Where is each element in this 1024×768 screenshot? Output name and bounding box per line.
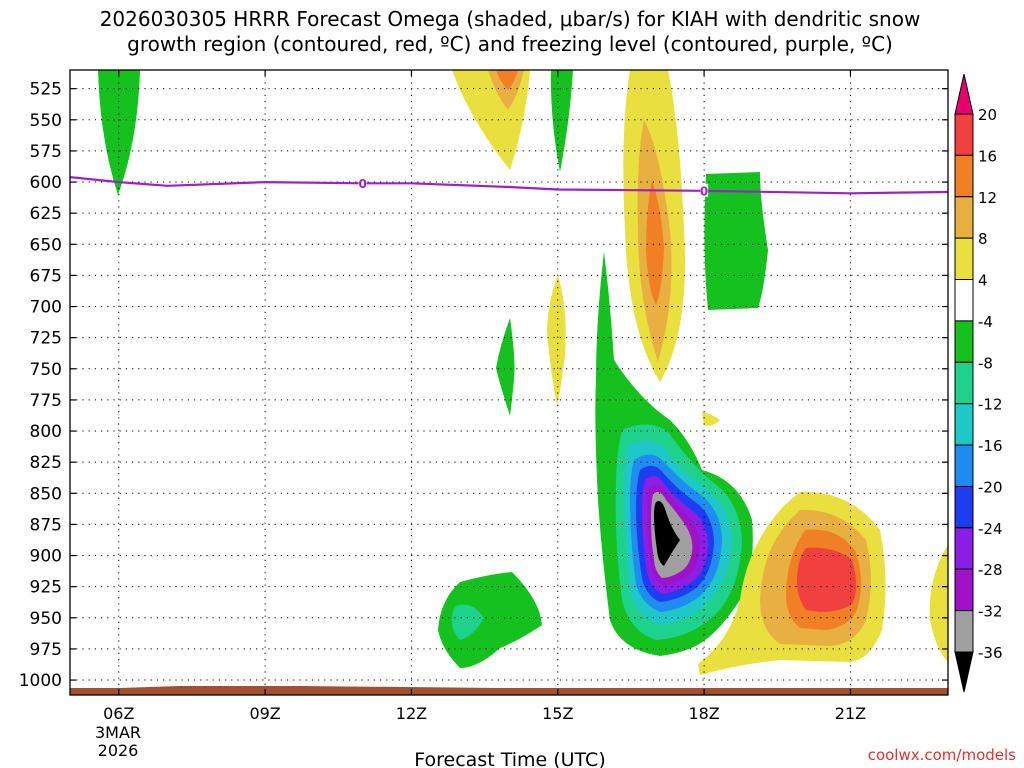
x-tick-label: 09Z (249, 704, 280, 723)
x-tick-label: 06Z (103, 704, 134, 723)
colorbar-label: 4 (978, 272, 988, 290)
credit-link[interactable]: coolwx.com/models (868, 746, 1016, 764)
colorbar-swatch (954, 361, 974, 405)
colorbar-swatch (954, 485, 974, 529)
colorbar: 20 16 12 8 4 -4 -8 -12 -16 -20 -24 -28 -32 -36 (954, 73, 1003, 693)
colorbar-label: 20 (978, 106, 997, 124)
y-tick-label: 800 (30, 422, 62, 442)
x-axis: 06Z 09Z 12Z 15Z 18Z 21Z (103, 70, 866, 723)
omega-region-yellow-right-edge (929, 545, 948, 662)
omega-region-orange-plume-17z (646, 180, 664, 305)
colorbar-label: -12 (978, 396, 1003, 414)
omega-region-core-max-ascent-17z (654, 501, 680, 566)
y-tick-label: 625 (30, 204, 62, 224)
colorbar-label: 16 (978, 147, 997, 165)
colorbar-swatch (954, 527, 974, 570)
y-axis: 525 550 575 600 625 650 675 700 725 750 775 800 825 8… (19, 80, 948, 691)
y-tick-label: 550 (30, 111, 62, 131)
colorbar-label: -32 (978, 603, 1003, 621)
y-tick-label: 1000 (19, 671, 62, 691)
colorbar-cap-top (954, 73, 974, 115)
freezing-level-label: 0 (700, 184, 708, 198)
freezing-level-line (70, 176, 948, 195)
omega-region-green-top-15z (550, 70, 573, 172)
freezing-level-label: 0 (358, 177, 366, 191)
y-tick-label: 600 (30, 173, 62, 193)
colorbar-label: -24 (978, 520, 1003, 538)
y-tick-label: 975 (30, 640, 62, 660)
surface-terrain-band (70, 686, 948, 695)
chart-title-line2: growth region (contoured, red, ºC) and f… (127, 32, 893, 56)
freezing-label-bg (358, 176, 367, 190)
x-tick-label: 12Z (396, 704, 427, 723)
colorbar-label: -28 (978, 561, 1003, 579)
colorbar-swatch (954, 196, 974, 239)
date-label-line2: 2026 (98, 741, 139, 760)
y-tick-label: 950 (30, 609, 62, 629)
colorbar-swatch (954, 568, 974, 612)
y-tick-label: 850 (30, 484, 62, 504)
colorbar-label: -16 (978, 437, 1003, 455)
y-tick-label: 650 (30, 235, 62, 255)
colorbar-swatch (954, 403, 974, 446)
colorbar-label: 12 (978, 189, 997, 207)
freezing-level-labels: 00 (358, 176, 708, 198)
colorbar-swatch (954, 279, 974, 322)
y-tick-label: 700 (30, 298, 62, 318)
y-tick-label: 900 (30, 547, 62, 567)
x-tick-label: 21Z (835, 704, 866, 723)
omega-region-yellow-blob-15z (547, 275, 566, 405)
plot-frame (69, 69, 949, 696)
omega-region-teal-low-13z (451, 604, 484, 640)
omega-region-green-low-13z (438, 572, 542, 668)
colorbar-label: -20 (978, 478, 1003, 496)
x-tick-label: 15Z (542, 704, 573, 723)
colorbar-label: -8 (978, 354, 993, 372)
y-tick-label: 725 (30, 329, 62, 349)
omega-region-orange-top-14z (488, 70, 524, 110)
y-tick-label: 875 (30, 515, 62, 535)
colorbar-swatch (954, 610, 974, 653)
omega-region-orange2-top-14z (496, 70, 518, 90)
y-tick-label: 525 (30, 80, 62, 100)
y-tick-label: 675 (30, 266, 62, 286)
colorbar-cap-bottom (954, 651, 974, 693)
colorbar-label: 8 (978, 230, 988, 248)
y-tick-label: 575 (30, 142, 62, 162)
freezing-label-bg (700, 183, 709, 197)
omega-region-yellow-blob-18z (702, 412, 720, 426)
omega-shading (98, 70, 948, 675)
y-tick-label: 750 (30, 360, 62, 380)
colorbar-label: -36 (978, 644, 1003, 662)
colorbar-swatch (954, 237, 974, 281)
y-tick-label: 775 (30, 391, 62, 411)
chart-title-line1: 2026030305 HRRR Forecast Omega (shaded, … (100, 7, 921, 31)
omega-region-red-core-20z (796, 547, 856, 612)
colorbar-swatch (954, 444, 974, 487)
x-tick-label: 18Z (688, 704, 719, 723)
y-tick-label: 825 (30, 453, 62, 473)
colorbar-swatch (954, 154, 974, 198)
x-axis-title: Forecast Time (UTC) (414, 749, 605, 768)
y-tick-label: 925 (30, 578, 62, 598)
colorbar-swatch (954, 113, 974, 156)
date-label-line1: 3MAR (95, 723, 141, 742)
colorbar-swatch (954, 320, 974, 363)
colorbar-label: -4 (978, 313, 993, 331)
grid (70, 70, 948, 695)
omega-region-green-mid-14z (496, 318, 515, 416)
